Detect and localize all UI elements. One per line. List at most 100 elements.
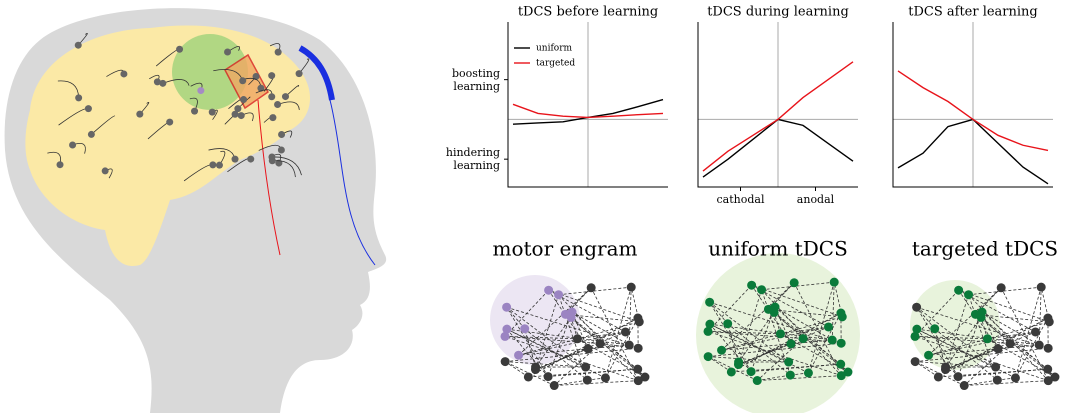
edge (571, 311, 646, 378)
edge (981, 311, 1056, 378)
neuron (191, 107, 199, 115)
edge (774, 306, 849, 373)
node (910, 331, 920, 341)
node (1043, 364, 1053, 374)
edge (987, 331, 1036, 340)
node (549, 381, 559, 391)
neurite (271, 156, 302, 176)
neuron (269, 114, 277, 122)
edge (577, 331, 626, 340)
neuron (275, 159, 283, 167)
node (703, 326, 713, 336)
neuron (136, 110, 144, 118)
neuron (56, 161, 64, 169)
node (763, 304, 773, 314)
node (523, 372, 533, 382)
node (1005, 339, 1015, 349)
node (798, 334, 808, 344)
edge (571, 311, 630, 346)
edge (945, 348, 999, 370)
neuron (153, 78, 161, 86)
brain-network (47, 32, 310, 182)
edge (738, 343, 792, 365)
node (705, 297, 715, 307)
neuron (240, 96, 248, 104)
node (633, 313, 643, 323)
edge (709, 301, 789, 363)
field (910, 280, 1000, 370)
edge (915, 361, 996, 368)
node (726, 367, 736, 377)
node (620, 327, 630, 337)
edge (506, 328, 606, 379)
electrode-uniform (298, 45, 335, 101)
edge (958, 289, 1036, 333)
edge (558, 286, 632, 296)
edge (738, 289, 762, 365)
node (1050, 372, 1060, 382)
edge (505, 347, 639, 363)
edge (757, 374, 791, 381)
edge (768, 309, 849, 373)
neuron (101, 167, 109, 175)
edge (1038, 287, 1042, 346)
node (581, 362, 591, 372)
series-line (702, 61, 854, 172)
node (633, 343, 643, 353)
edge (721, 339, 833, 351)
node (991, 362, 1001, 372)
series-line (897, 70, 1049, 152)
node (705, 319, 715, 329)
node (954, 285, 964, 295)
node (723, 319, 733, 329)
node (500, 357, 510, 367)
node (982, 334, 992, 344)
node (746, 367, 756, 377)
node (964, 290, 974, 300)
panel-title: targeted tDCS (912, 237, 1058, 261)
node (1034, 340, 1044, 350)
edge (518, 331, 626, 356)
edge (916, 306, 996, 368)
node (624, 340, 634, 350)
edge (975, 313, 1050, 323)
electrode-targeted (224, 53, 269, 110)
edge (968, 286, 1042, 296)
node (583, 344, 593, 354)
chart-title: tDCS after learning (908, 5, 1038, 20)
neuron (224, 48, 232, 56)
edge (761, 289, 842, 376)
node (747, 280, 757, 290)
node (823, 322, 833, 332)
edge (750, 306, 776, 372)
node (626, 282, 636, 292)
neuron (74, 41, 82, 49)
edge (957, 311, 983, 377)
edge (708, 356, 789, 363)
node (803, 368, 813, 378)
edge (751, 284, 843, 318)
neuron (215, 161, 223, 169)
edge (1015, 287, 1042, 379)
edge (707, 330, 781, 335)
edge (558, 294, 639, 381)
neuron (69, 141, 77, 149)
neuron (239, 77, 247, 85)
neuron (237, 112, 245, 120)
edge (628, 287, 632, 346)
neuron (231, 110, 239, 118)
neuron (87, 130, 95, 138)
legend-label: targeted (536, 59, 575, 69)
edge (981, 311, 1040, 346)
edge (535, 348, 589, 370)
edge (980, 317, 1011, 344)
edge (964, 380, 1049, 386)
node (1043, 313, 1053, 323)
neuron (281, 93, 289, 101)
node (993, 344, 1003, 354)
edge (1015, 317, 1049, 379)
wire-red (257, 99, 281, 256)
node (572, 334, 582, 344)
node (829, 277, 839, 287)
